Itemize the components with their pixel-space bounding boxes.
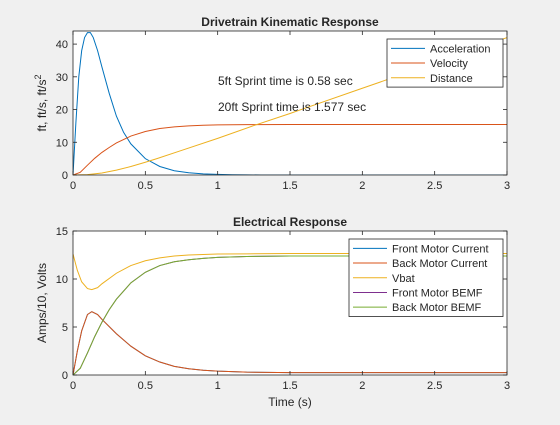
x-tick-label: 1.5 <box>282 180 297 192</box>
x-tick-label: 1 <box>215 380 221 392</box>
chart-title: Drivetrain Kinematic Response <box>201 15 379 29</box>
annotation-text: 5ft Sprint time is 0.58 sec <box>218 74 353 88</box>
x-tick-label: 2 <box>359 380 365 392</box>
axes-1: 0 0.5 1 1.5 2 2.5 3 0 5 10 15 Electrical Response Ti… <box>35 215 510 409</box>
x-tick-label: 2 <box>359 180 365 192</box>
y-axis-label: Amps/10, Volts <box>35 263 49 343</box>
y-tick-label: 0 <box>62 370 68 382</box>
annotation-text: 20ft Sprint time is 1.577 sec <box>218 100 366 114</box>
legend-label: Acceleration <box>430 43 491 55</box>
series-line-back-motor-current <box>73 311 507 375</box>
y-tick-label: 10 <box>56 274 68 286</box>
legend: Front Motor Current Back Motor Current Vba… <box>348 238 504 317</box>
y-tick-label: 40 <box>56 39 68 51</box>
series-line-distance <box>73 37 507 175</box>
legend-label: Back Motor BEMF <box>392 302 482 314</box>
series-group <box>73 253 507 375</box>
x-axis-label: Time (s) <box>268 395 312 409</box>
y-tick-label: 20 <box>56 105 68 117</box>
series-line-velocity <box>73 123 507 175</box>
x-tick-label: 0 <box>70 180 76 192</box>
legend-label: Velocity <box>430 58 468 70</box>
x-tick-label: 1.5 <box>282 380 297 392</box>
y-tick-label: 15 <box>56 226 68 238</box>
legend-label: Front Motor BEMF <box>392 287 483 299</box>
legend-label: Vbat <box>392 273 415 285</box>
x-tick-label: 3 <box>504 380 510 392</box>
x-tick-label: 0.5 <box>138 380 153 392</box>
x-tick-label: 2.5 <box>427 380 442 392</box>
x-tick-label: 0 <box>70 380 76 392</box>
y-axis-label-superscript: 2 <box>33 74 43 79</box>
x-tick-label: 1 <box>215 180 221 192</box>
legend-label: Front Motor Current <box>392 243 489 255</box>
y-tick-label: 0 <box>62 170 68 182</box>
x-tick-label: 0.5 <box>138 180 153 192</box>
y-axis-label: ft, ft/s, ft/s2 <box>33 74 49 131</box>
legend-label: Back Motor Current <box>392 258 487 270</box>
series-line-back-motor-bemf <box>73 255 507 375</box>
x-tick-label: 2.5 <box>427 180 442 192</box>
chart-title: Electrical Response <box>233 215 347 229</box>
x-tick-label: 3 <box>504 180 510 192</box>
y-tick-label: 5 <box>62 322 68 334</box>
legend-label: Distance <box>430 73 473 85</box>
y-tick-label: 10 <box>56 137 68 149</box>
y-tick-label: 30 <box>56 72 68 84</box>
series-line-vbat <box>73 253 507 291</box>
legend: Acceleration Velocity Distance <box>386 38 504 88</box>
